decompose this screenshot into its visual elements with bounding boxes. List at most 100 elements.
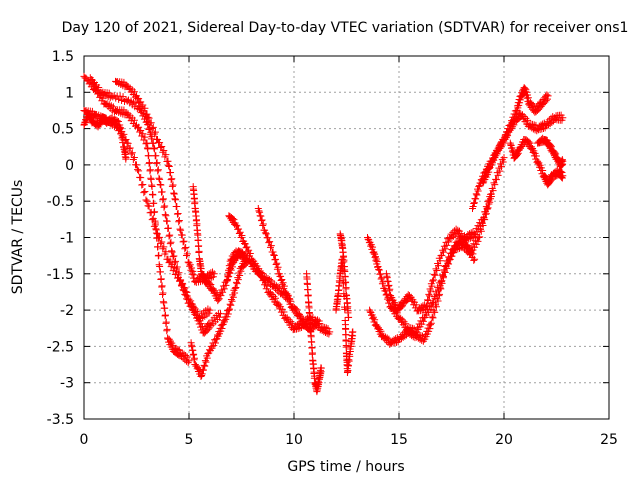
data-point [211,339,219,347]
data-point [233,222,241,230]
data-point [428,313,436,321]
data-point [279,279,287,287]
data-point [161,211,169,219]
data-point [162,212,170,220]
data-point [401,332,409,340]
data-point [231,289,239,297]
series-track-j [303,270,325,396]
data-point [169,181,177,189]
data-point [147,119,155,127]
data-point [214,297,222,305]
data-point [177,226,185,234]
data-point [524,94,532,102]
data-point [470,256,478,264]
data-point [182,351,190,359]
y-tick-label: -2.5 [47,339,74,355]
data-point [251,262,259,270]
data-point [430,270,438,278]
data-point [182,244,190,252]
data-point [194,364,202,372]
data-point [150,222,158,230]
data-point [151,128,159,136]
data-point [186,261,194,269]
data-point [431,271,439,279]
data-point [195,247,203,255]
data-point [126,144,134,152]
data-point [276,284,284,292]
data-point [142,140,150,148]
data-point [113,117,121,125]
data-point [471,243,479,251]
data-point [412,301,420,309]
data-point [398,316,406,324]
data-point [167,176,175,184]
data-point [293,306,301,314]
data-point [132,99,140,107]
data-point [474,237,482,245]
data-point [524,116,532,124]
data-point [144,202,152,210]
data-point [114,118,122,126]
data-point [426,325,434,333]
series-track-l [336,230,353,322]
data-point [280,308,288,316]
data-point [162,248,170,256]
data-point [245,246,253,254]
data-point [176,225,184,233]
data-point [232,255,240,263]
data-point [167,238,175,246]
y-tick-label: -0.5 [47,194,74,210]
data-point [142,196,150,204]
data-point [150,130,158,138]
data-point [497,142,505,150]
data-point [266,243,274,251]
data-point [198,370,206,378]
data-point [238,231,246,239]
data-point [241,240,249,248]
data-point [159,289,167,297]
data-point [559,172,567,180]
data-point [267,242,275,250]
data-point [443,264,451,272]
data-point [539,120,547,128]
data-points [80,72,567,396]
data-point [143,197,151,205]
data-point [444,259,452,267]
data-point [306,320,314,328]
data-point [182,295,190,303]
data-point [178,231,186,239]
data-point [169,253,177,261]
data-point [367,242,375,250]
data-point [149,191,157,199]
chart-title: Day 120 of 2021, Sidereal Day-to-day VTE… [62,20,629,36]
data-point [180,237,188,245]
data-point [345,313,353,321]
data-point [173,203,181,211]
data-point [201,362,209,370]
data-point [154,167,162,175]
data-point [141,188,149,196]
data-point [374,324,382,332]
data-point [280,282,288,290]
data-point [282,290,290,298]
data-point [497,163,505,171]
data-point [525,138,533,146]
data-point [222,281,230,289]
data-point [181,245,189,253]
data-point [375,265,383,273]
data-point [155,251,163,259]
data-point [175,218,183,226]
data-point [193,220,201,228]
data-point [191,198,199,206]
data-point [198,371,206,379]
data-point [485,168,493,176]
data-point [322,329,329,337]
data-point [445,238,453,246]
data-point [164,224,172,232]
data-point [144,145,152,153]
data-point [156,175,164,183]
series-track-a [80,72,193,367]
data-point [518,111,526,119]
data-point [165,162,173,170]
